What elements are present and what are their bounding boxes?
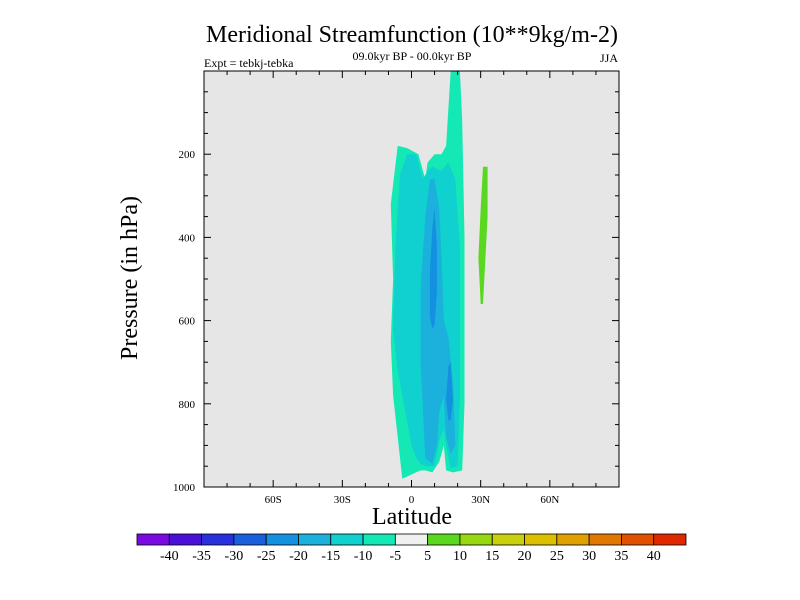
colorbar-label: -5	[390, 549, 402, 564]
x-tick-label: 0	[409, 494, 415, 506]
colorbar	[136, 533, 687, 546]
colorbar-swatch	[265, 533, 299, 546]
contour-region-3	[429, 208, 437, 329]
colorbar-swatch	[330, 533, 364, 546]
x-axis-label: Latitude	[372, 504, 452, 530]
y-tick-label: 400	[179, 232, 196, 244]
experiment-annotation: Expt = tebkj-tebka	[204, 56, 294, 70]
colorbar-swatch	[233, 533, 267, 546]
contour-region-5	[478, 166, 488, 304]
colorbar-swatch	[491, 533, 525, 546]
colorbar-swatch	[556, 533, 590, 546]
chart-subtitle: 09.0kyr BP - 00.0kyr BP	[353, 49, 472, 63]
y-tick-label: 800	[179, 399, 196, 411]
colorbar-label: 5	[424, 549, 431, 564]
colorbar-label: 35	[614, 549, 628, 564]
colorbar-label: 30	[582, 549, 596, 564]
colorbar-labels: -40 -35 -30 -25 -20 -15 -10 -5 5 10 15 20 25 30 35 40	[160, 549, 661, 564]
y-tick-label: 600	[179, 316, 196, 328]
season-label: JJA	[600, 51, 618, 65]
colorbar-swatch	[394, 533, 429, 546]
colorbar-label: -25	[257, 549, 276, 564]
x-tick-label: 30S	[334, 494, 351, 506]
colorbar-label: -10	[354, 549, 373, 564]
colorbar-swatch	[653, 533, 687, 546]
y-axis-label: Pressure (in hPa)	[117, 196, 143, 360]
contour-region-4	[446, 362, 453, 421]
contour-regions	[390, 71, 488, 479]
colorbar-label: -20	[289, 549, 308, 564]
colorbar-swatch	[362, 533, 396, 546]
colorbar-label: 25	[550, 549, 564, 564]
colorbar-swatch	[168, 533, 202, 546]
colorbar-label: -15	[321, 549, 340, 564]
y-axis-ticks: 200 400 600 800 1000	[173, 70, 619, 494]
colorbar-label: 15	[485, 549, 499, 564]
colorbar-swatch	[298, 533, 332, 546]
colorbar-swatch	[588, 533, 622, 546]
colorbar-label: 40	[647, 549, 661, 564]
x-tick-label: 60N	[540, 494, 559, 506]
colorbar-swatch	[621, 533, 655, 546]
colorbar-label: -40	[160, 549, 179, 564]
colorbar-swatch	[459, 533, 493, 546]
colorbar-label: -30	[225, 549, 244, 564]
colorbar-swatch	[201, 533, 235, 546]
colorbar-label: 10	[453, 549, 467, 564]
x-tick-label: 60S	[265, 494, 282, 506]
y-tick-label: 1000	[173, 482, 196, 494]
colorbar-label: -35	[192, 549, 211, 564]
colorbar-label: 20	[518, 549, 532, 564]
chart-title: Meridional Streamfunction (10**9kg/m-2)	[206, 22, 618, 48]
x-tick-label: 30N	[471, 494, 490, 506]
colorbar-swatch	[524, 533, 558, 546]
colorbar-swatch	[427, 533, 461, 546]
x-axis-ticks: 60S 30S 0 30N 60N	[203, 71, 620, 506]
y-tick-label: 200	[179, 149, 196, 161]
colorbar-swatch	[136, 533, 170, 546]
